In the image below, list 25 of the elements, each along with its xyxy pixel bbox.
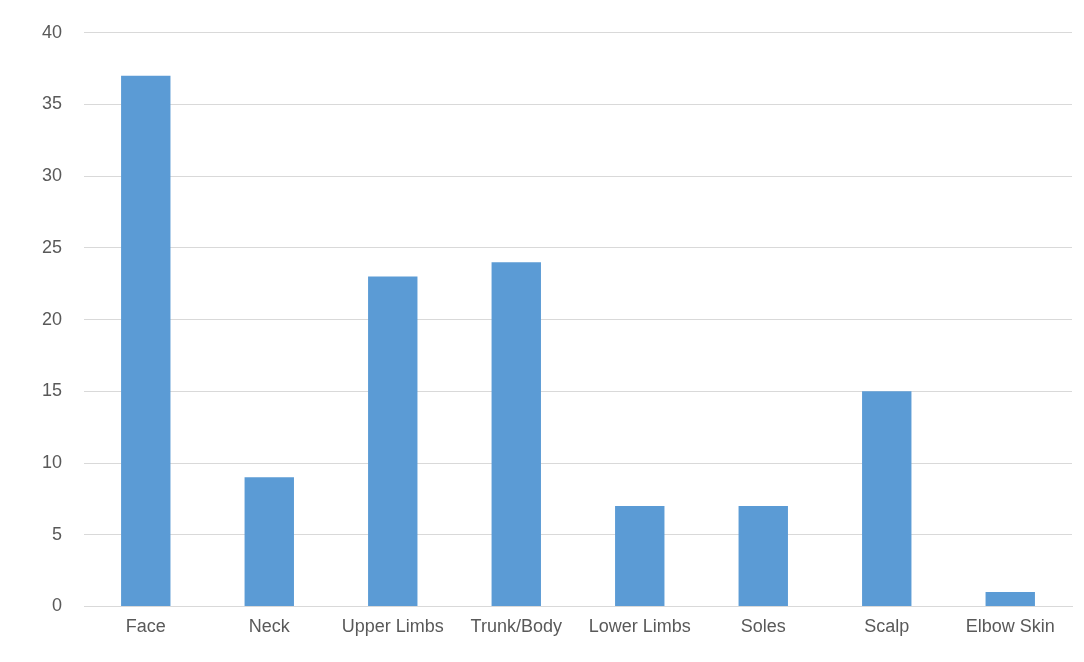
bar (738, 506, 788, 606)
bar (244, 477, 294, 606)
x-tick-label: Lower Limbs (588, 616, 691, 637)
y-tick-label: 35 (41, 93, 63, 114)
x-tick-label: Elbow Skin (965, 616, 1055, 637)
bar (368, 276, 418, 606)
bar (985, 592, 1035, 606)
y-tick-label: 25 (41, 236, 63, 257)
x-tick-label: Trunk/Body (470, 616, 562, 637)
y-tick-label: 5 (52, 523, 63, 544)
bar (615, 506, 665, 606)
y-tick-label: 40 (41, 21, 63, 42)
y-tick-label: 30 (41, 165, 63, 186)
x-tick-label: Upper Limbs (341, 616, 444, 637)
bar (121, 75, 171, 606)
y-tick-label: 10 (41, 451, 63, 472)
bar (491, 262, 541, 606)
x-tick-label: Neck (248, 616, 291, 637)
x-tick-label: Scalp (864, 616, 910, 637)
x-tick-label: Face (125, 616, 166, 637)
x-tick-label: Soles (740, 616, 786, 637)
y-tick-label: 20 (41, 308, 63, 329)
y-tick-label: 0 (52, 595, 63, 616)
y-tick-label: 15 (41, 380, 63, 401)
bar (862, 391, 912, 606)
